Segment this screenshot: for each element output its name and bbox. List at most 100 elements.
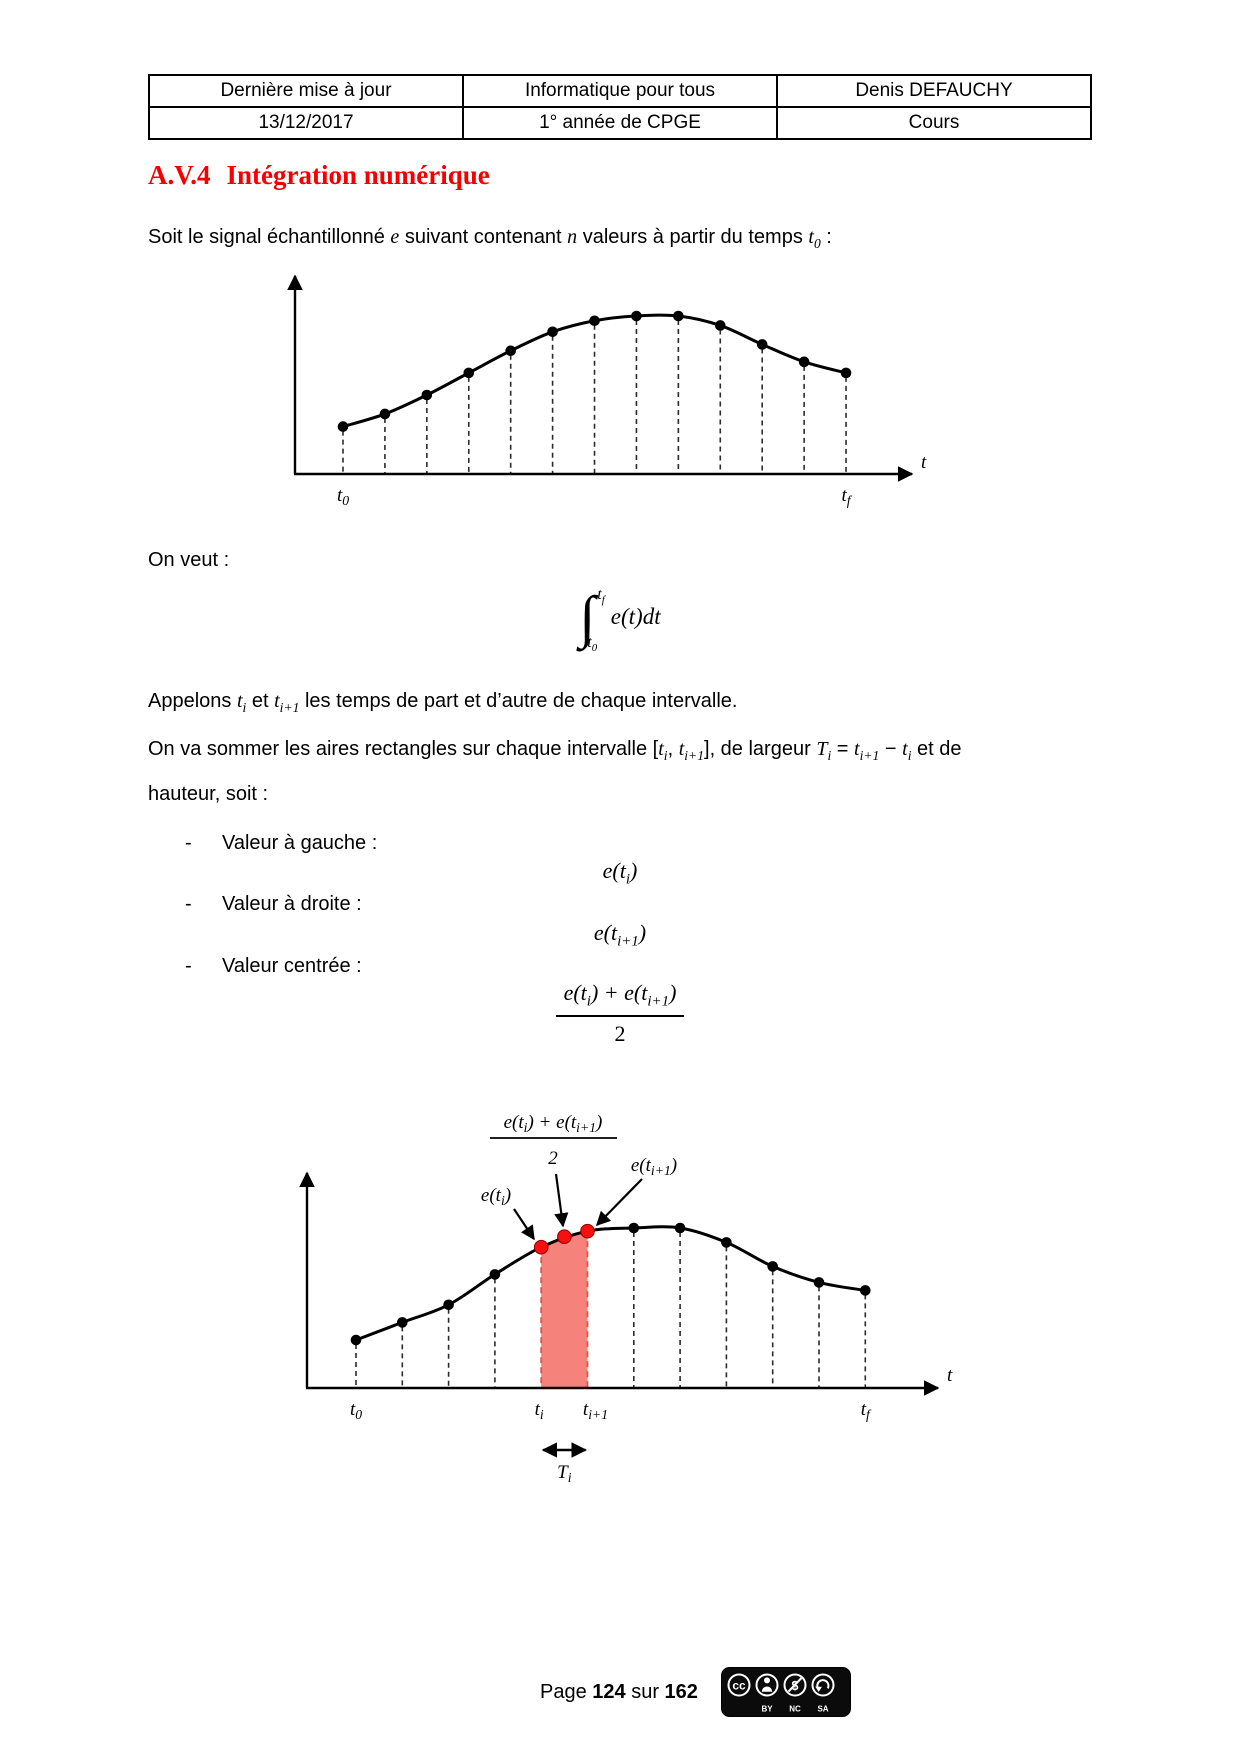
attribution-icon [755, 1673, 779, 1697]
interval-width-label: Ti [557, 1462, 572, 1485]
x-tick-label: ti+1 [583, 1399, 608, 1422]
annotation-arrow [554, 1173, 569, 1228]
svg-text:cc: cc [732, 1679, 746, 1693]
math-tip1: ti+1 [678, 738, 705, 763]
bullet-valeur-droite: - Valeur à droite : [185, 893, 362, 916]
appelons-text: les temps de part et d’autre de chaque i… [299, 690, 738, 712]
math-ti: ti [658, 738, 668, 763]
math-Ti: Ti [816, 738, 832, 763]
on-veut-line: On veut : [148, 549, 1092, 572]
right-value-label: e(ti+1) [631, 1155, 677, 1178]
header-cell-author: Denis DEFAUCHY [776, 74, 1092, 108]
nc-label: NC [789, 1705, 801, 1714]
appelons-text: et [246, 690, 275, 712]
integral-bounds: tf t0 [587, 586, 604, 654]
bullet-valeur-gauche: - Valeur à gauche : [185, 832, 377, 855]
highlight-point [580, 1223, 595, 1239]
bullet-label: Valeur centrée : [222, 955, 362, 977]
integral-lower-bound: t0 [587, 633, 598, 654]
bullet-dash: - [185, 955, 192, 977]
sample-point [379, 408, 391, 420]
cc-by-nc-sa-badge: cc $ BY NC SA [720, 1667, 851, 1717]
sommer-text: = [831, 738, 855, 760]
sample-point [840, 367, 852, 379]
section-title-text: Intégration numérique [226, 160, 490, 190]
formula-center-value: e(ti) + e(ti+1) 2 [148, 980, 1092, 1046]
intro-text: : [820, 226, 832, 248]
sommer-paragraph-line1: On va sommer les aires rectangles sur ch… [148, 738, 1092, 764]
section-number: A.V.4 [148, 160, 211, 190]
math-tip1: ti+1 [274, 690, 300, 715]
header-row: Dernière mise à jour Informatique pour t… [148, 74, 1092, 108]
nc-icon: $ [783, 1673, 807, 1697]
sample-point [443, 1299, 454, 1311]
highlight-point [533, 1239, 549, 1255]
math-n: n [567, 226, 578, 248]
intro-text: Soit le signal échantillonné [148, 226, 391, 248]
sample-point [673, 310, 684, 322]
sample-point [547, 326, 558, 338]
sommer-text: ], de largeur [704, 738, 817, 760]
appelons-paragraph: Appelons ti et ti+1 les temps de part et… [148, 690, 1092, 716]
sommer-text: − [879, 738, 903, 760]
sample-point [813, 1277, 825, 1288]
sample-point [337, 421, 349, 432]
header-table: Dernière mise à jour Informatique pour t… [148, 74, 1092, 140]
x-tick-label: ti [535, 1399, 544, 1422]
x-axis-label: t [947, 1365, 953, 1386]
sample-point [798, 356, 810, 368]
by-label: BY [761, 1705, 773, 1714]
signal-curve [355, 1225, 866, 1342]
section-title: A.V.4 Intégration numérique [148, 160, 490, 191]
integral-body: e(t)dt [610, 604, 661, 629]
integral-formula: ∫ tf t0 e(t)dt [148, 584, 1092, 654]
header-cell-date: 13/12/2017 [148, 106, 464, 140]
figure-rectangle-area: t t0 ti ti+1 tf e(ti) + e(ti+1) 2 e(ti) e(ti+1) T… [299, 1112, 953, 1485]
page-number: Page 124 sur 162 [540, 1680, 698, 1703]
sample-point [767, 1261, 778, 1272]
x-tick-label: t0 [337, 485, 349, 508]
footer: Page 124 sur 162 cc $ BY [540, 1666, 852, 1718]
on-veut-text: On veut : [148, 549, 230, 571]
fraction: e(ti) + e(ti+1) 2 [555, 980, 685, 1046]
cc-icon: cc [727, 1673, 751, 1697]
sample-point [860, 1285, 871, 1296]
math-tip1: ti+1 [854, 738, 880, 763]
intro-text: valeurs à partir du temps [577, 226, 809, 248]
bullet-valeur-centree: - Valeur centrée : [185, 955, 362, 978]
x-axis-label: t [921, 452, 927, 473]
x-tick-label: tf [861, 1399, 872, 1422]
fraction-numerator: e(ti) + e(ti+1) [555, 980, 685, 1017]
header-cell-course: Informatique pour tous [462, 74, 778, 108]
sample-point [397, 1317, 408, 1328]
math-e: e [390, 226, 400, 248]
intro-paragraph: Soit le signal échantillonné e suivant c… [148, 226, 1092, 252]
sample-point [489, 1269, 501, 1280]
highlight-area [541, 1231, 588, 1388]
sample-point [628, 1222, 640, 1234]
sa-label: SA [817, 1705, 828, 1714]
header-cell-maj: Dernière mise à jour [148, 74, 464, 108]
header-cell-year: 1° année de CPGE [462, 106, 778, 140]
sommer-paragraph-line2: hauteur, soit : [148, 783, 1092, 806]
sample-point [350, 1334, 362, 1346]
intro-text: suivant contenant [399, 226, 568, 248]
math-ti: ti [236, 690, 247, 715]
sample-point [505, 345, 516, 357]
header-row: 13/12/2017 1° année de CPGE Cours [148, 106, 1092, 140]
sample-point [631, 310, 642, 322]
annotation-arrow [596, 1178, 643, 1227]
sommer-text: hauteur, soit : [148, 783, 269, 805]
sample-point [756, 339, 768, 350]
highlight-point [557, 1229, 572, 1244]
math-ti: ti [902, 738, 912, 763]
sample-point [421, 389, 433, 401]
bullet-label: Valeur à droite : [222, 893, 362, 915]
annotation-arrow [513, 1208, 535, 1241]
formula-right-value: e(ti+1) [593, 920, 647, 950]
bullet-label: Valeur à gauche : [222, 832, 378, 854]
integral-sign: ∫ [579, 584, 596, 649]
center-value-numerator: e(ti) + e(ti+1) [504, 1112, 603, 1135]
sommer-text: et de [911, 738, 962, 760]
